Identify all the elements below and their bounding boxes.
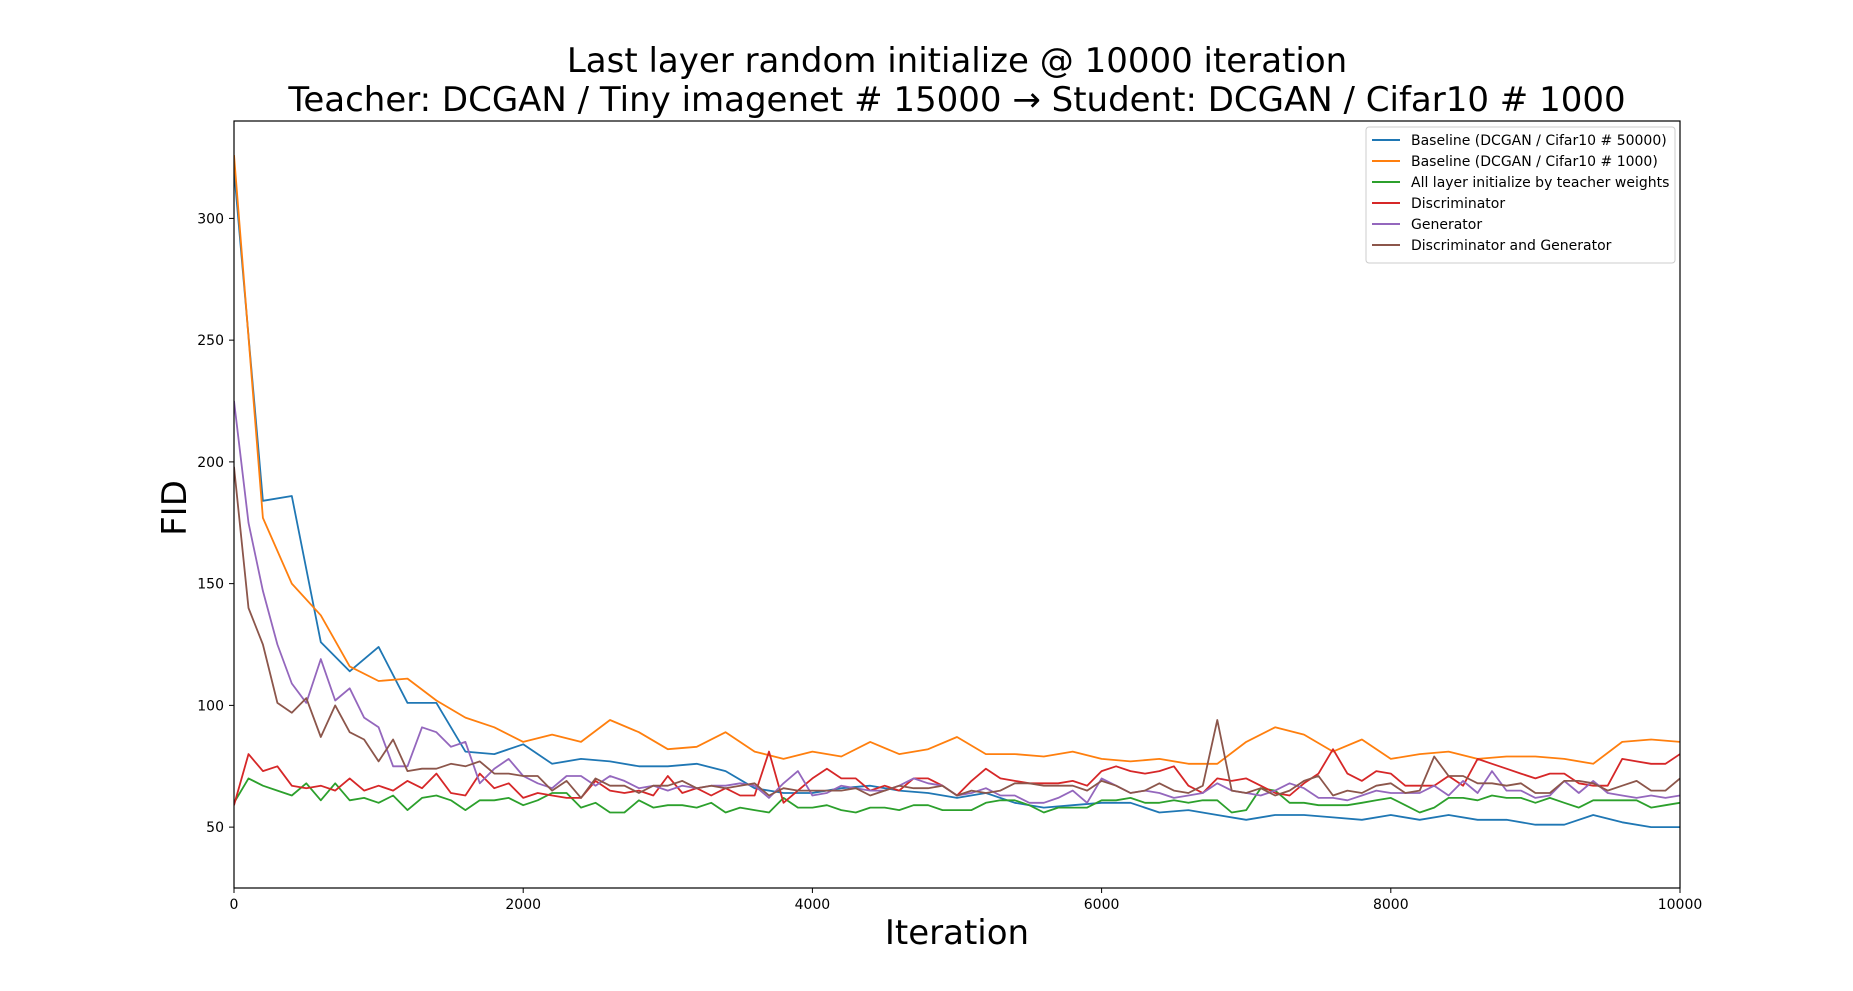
series-line-4: [234, 400, 1680, 804]
y-tick-label: 150: [197, 577, 224, 593]
y-axis: 50 100 150 200 250 300: [197, 211, 234, 836]
x-tick-label: 4000: [795, 897, 831, 913]
y-axis-label: FID: [155, 480, 195, 536]
y-tick-label: 50: [206, 820, 224, 836]
y-tick-label: 300: [197, 211, 224, 227]
legend-label: All layer initialize by teacher weights: [1411, 175, 1669, 191]
series-line-3: [234, 748, 1680, 806]
x-axis-label: Iteration: [885, 913, 1029, 953]
series-line-0: [234, 169, 1680, 828]
series-line-5: [234, 466, 1680, 799]
y-tick-label: 250: [197, 333, 224, 349]
chart-title: Last layer random initialize @ 10000 ite…: [567, 41, 1347, 81]
x-tick-label: 6000: [1084, 897, 1120, 913]
plot-frame: [233, 120, 1681, 889]
legend-label: Discriminator and Generator: [1411, 238, 1612, 254]
legend-label: Baseline (DCGAN / Cifar10 # 1000): [1411, 154, 1658, 170]
x-tick-label: 0: [230, 897, 239, 913]
x-tick-label: 2000: [505, 897, 541, 913]
legend-label: Generator: [1411, 217, 1482, 233]
plot-area: [234, 155, 1680, 828]
x-axis: 0 2000 4000 6000 8000 10000: [230, 888, 1703, 913]
x-tick-label: 10000: [1658, 897, 1703, 913]
legend-label: Discriminator: [1411, 196, 1505, 212]
y-tick-label: 100: [197, 698, 224, 714]
y-tick-label: 200: [197, 455, 224, 471]
legend-label: Baseline (DCGAN / Cifar10 # 50000): [1411, 133, 1667, 149]
legend: Baseline (DCGAN / Cifar10 # 50000) Baseli…: [1365, 126, 1676, 264]
legend-box: [1365, 126, 1676, 264]
series-line-1: [234, 155, 1680, 765]
x-tick-label: 8000: [1373, 897, 1409, 913]
series-line-2: [234, 777, 1680, 814]
chart-subtitle: Teacher: DCGAN / Tiny imagenet # 15000 →…: [287, 80, 1625, 120]
